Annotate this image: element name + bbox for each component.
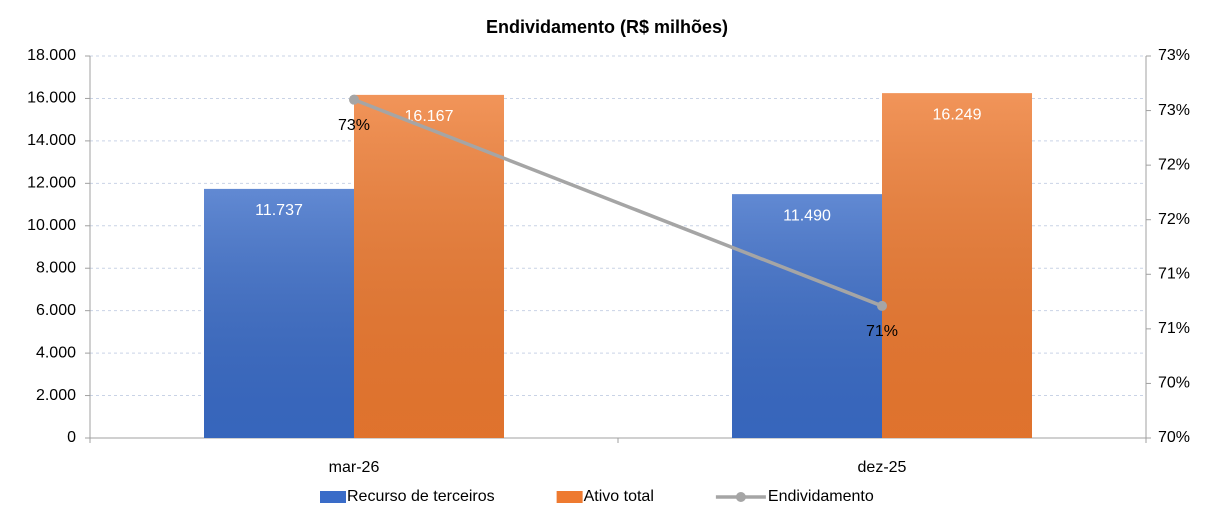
data-label: 11.737: [255, 202, 303, 219]
bar-shine: [732, 194, 882, 438]
legend-marker: [735, 492, 746, 502]
y-tick-label: 18.000: [27, 47, 76, 64]
bar-shine: [354, 94, 504, 438]
data-label: 16.167: [405, 108, 454, 125]
y-tick-label: 8.000: [36, 259, 76, 276]
x-tick-label: dez-25: [858, 459, 907, 476]
y-tick-label: 2.000: [36, 387, 76, 404]
data-label: 16.249: [933, 106, 982, 123]
legend-label: Recurso de terceiros: [347, 488, 495, 505]
y2-tick-label: 71%: [1158, 320, 1190, 337]
y-tick-label: 0: [67, 429, 76, 446]
y2-tick-label: 73%: [1158, 102, 1190, 119]
line-marker: [877, 300, 887, 311]
chart-title: Endividamento (R$ milhões): [486, 17, 728, 37]
y-tick-label: 16.000: [27, 90, 76, 107]
y2-tick-label: 71%: [1158, 266, 1190, 283]
y2-tick-label: 70%: [1158, 375, 1190, 392]
y-tick-label: 6.000: [36, 302, 76, 319]
y2-tick-label: 72%: [1158, 156, 1190, 173]
data-label: 73%: [338, 117, 370, 134]
y-tick-label: 14.000: [27, 132, 76, 149]
legend-swatch: [556, 491, 583, 503]
y2-tick-label: 70%: [1158, 429, 1190, 446]
x-tick-label: mar-26: [329, 459, 380, 476]
y-tick-label: 4.000: [36, 344, 76, 361]
y2-tick-label: 73%: [1158, 47, 1190, 64]
line-marker: [349, 94, 359, 105]
y-tick-label: 12.000: [27, 175, 76, 192]
legend-swatch: [320, 491, 346, 503]
legend-label: Endividamento: [768, 488, 874, 505]
data-label: 11.490: [783, 207, 831, 224]
y2-tick-label: 72%: [1158, 211, 1190, 228]
bar-shine: [204, 188, 354, 438]
line: [353, 98, 883, 308]
y-tick-label: 10.000: [27, 217, 76, 234]
legend-label: Ativo total: [584, 488, 654, 505]
bar-shine: [882, 93, 1032, 439]
data-label: 71%: [866, 323, 898, 340]
